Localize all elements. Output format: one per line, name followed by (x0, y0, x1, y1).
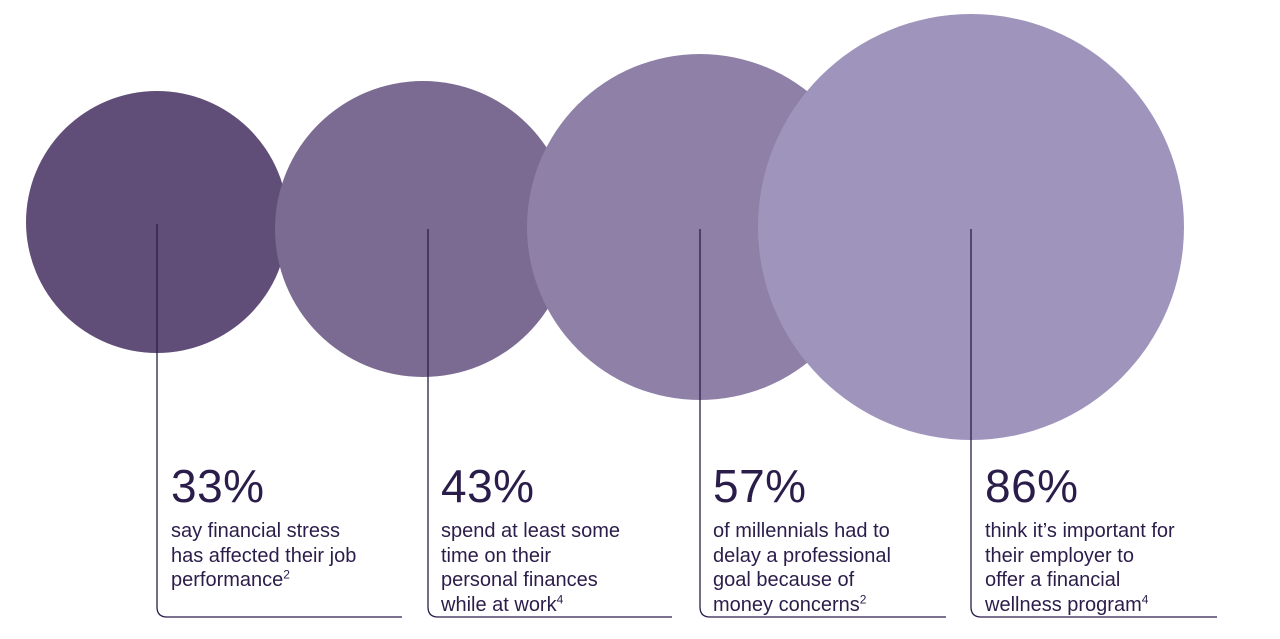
footnote-marker: 4 (556, 591, 564, 606)
stat-description-line: delay a professional (713, 544, 891, 567)
footnote-marker: 4 (1141, 591, 1149, 606)
connector-line-43 (427, 229, 672, 618)
bubble-33 (26, 91, 288, 353)
stat-block-57: 57% of millennials had to delay a professi… (713, 463, 891, 617)
stat-description-line: money concerns2 (713, 591, 867, 616)
stat-description-line: think it’s important for (985, 520, 1175, 542)
stat-value: 33% (171, 460, 265, 512)
connector-line-86 (970, 229, 1217, 618)
stat-description-line: wellness program4 (985, 591, 1149, 616)
stat-description-line: time on their (441, 544, 552, 567)
bubble-43 (275, 81, 571, 377)
connector-line-57 (699, 229, 946, 618)
stat-description-line: performance2 (171, 567, 290, 591)
stat-block-33: 33% say financial stress has affected thei… (171, 463, 356, 593)
connector-line-33 (156, 224, 402, 618)
stat-description-line: personal finances (441, 569, 598, 591)
stat-block-43: 43% spend at least some time on their perso… (441, 463, 620, 617)
stat-description-line: while at work4 (441, 591, 564, 616)
connector-lines (156, 224, 1217, 618)
stat-description-line: spend at least some (441, 520, 620, 542)
stat-description: of millennials had to delay a professiona… (713, 519, 891, 617)
stat-description: spend at least some time on their personal… (441, 519, 620, 617)
stat-description-line: say financial stress (171, 520, 340, 542)
stat-description: say financial stress has affected their j… (171, 519, 356, 593)
stat-description-line: has affected their job (171, 544, 357, 567)
bubble-86 (758, 14, 1184, 440)
footnote-marker: 2 (859, 591, 867, 606)
footnote-marker: 2 (283, 567, 290, 582)
stat-description: think it’s important for their employer t… (985, 519, 1175, 617)
stat-value: 43% (441, 460, 535, 512)
stat-value: 86% (985, 460, 1079, 512)
stat-description-line: offer a financial (985, 569, 1121, 591)
stat-description-line: their employer to (985, 544, 1134, 567)
stat-value: 57% (713, 460, 807, 512)
stat-block-86: 86% think it’s important for their employe… (985, 463, 1175, 617)
stat-description-line: of millennials had to (713, 520, 890, 542)
stat-description-line: goal because of (713, 569, 855, 591)
bubbles (26, 14, 1184, 440)
